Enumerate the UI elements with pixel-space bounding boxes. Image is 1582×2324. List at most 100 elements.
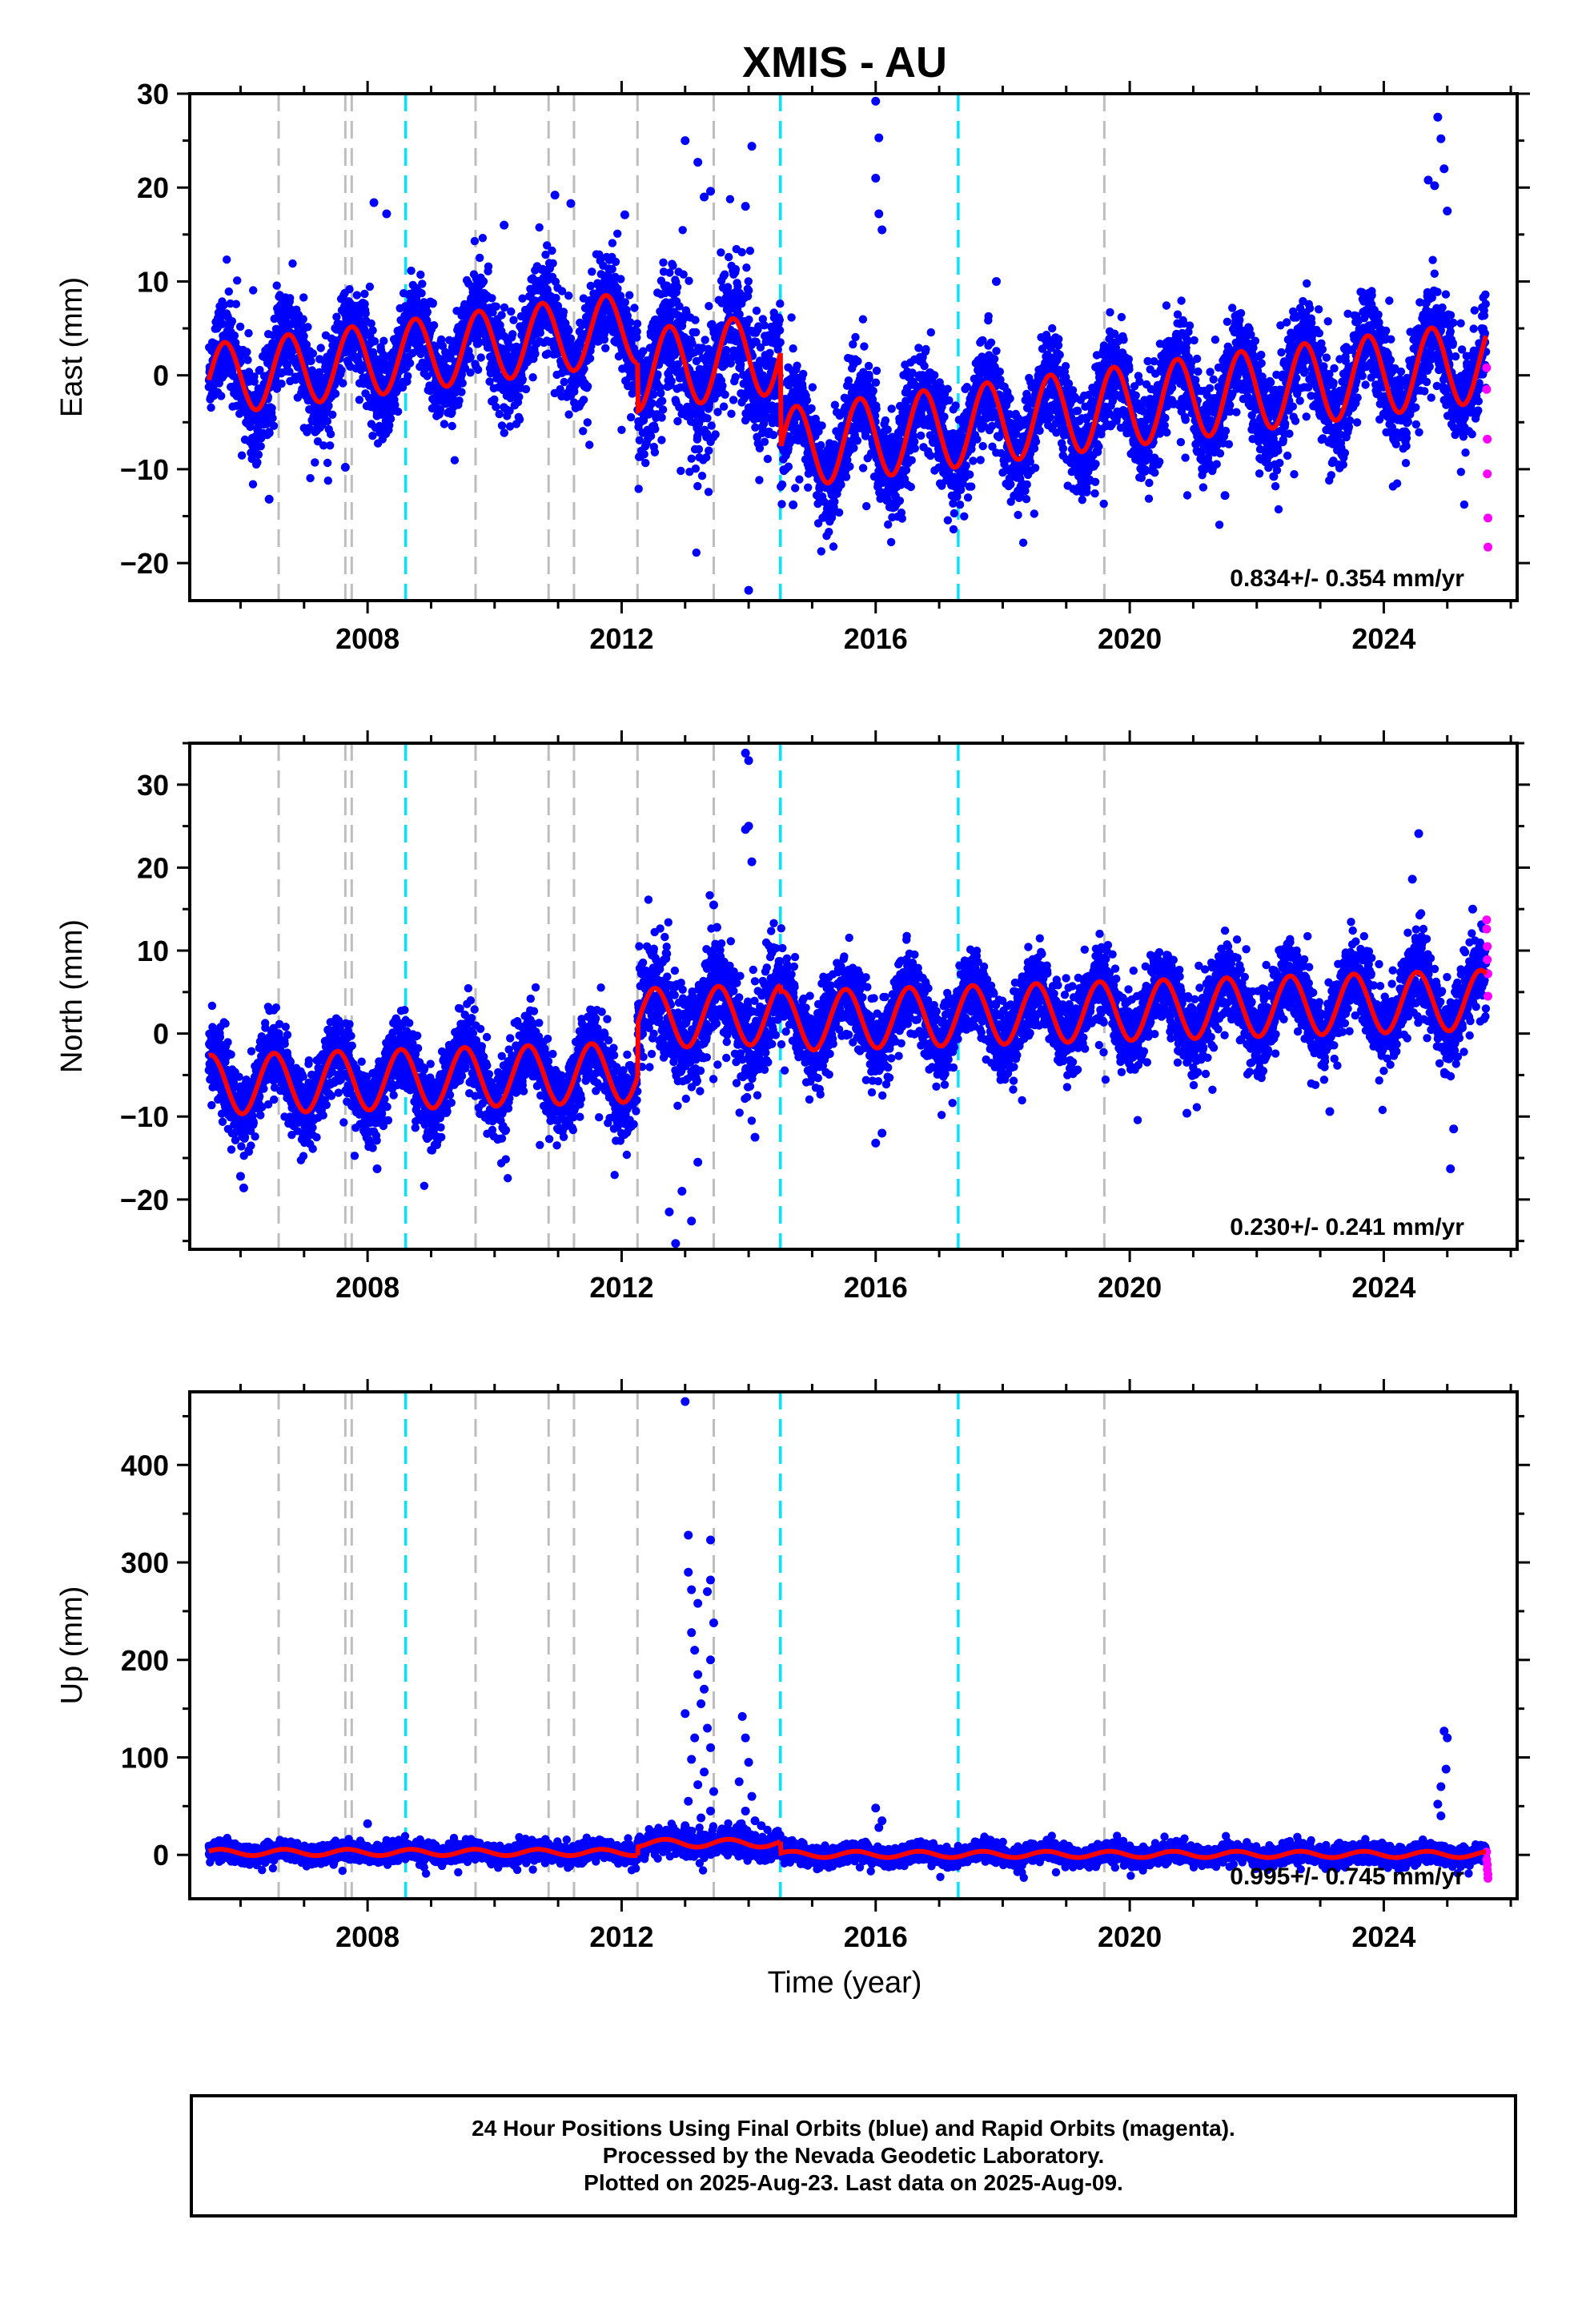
data-point	[910, 444, 920, 453]
data-point	[1035, 426, 1044, 435]
data-point	[702, 429, 712, 438]
data-point	[270, 314, 279, 324]
data-point	[457, 388, 466, 396]
data-point	[460, 300, 469, 309]
data-point	[673, 283, 682, 292]
data-point	[656, 388, 665, 398]
data-point	[515, 415, 524, 424]
data-point	[588, 267, 596, 276]
data-point	[755, 444, 765, 452]
data-point	[423, 308, 432, 316]
data-point	[416, 270, 425, 279]
data-point	[500, 428, 508, 437]
data-point	[1061, 362, 1070, 371]
data-point	[507, 307, 516, 316]
data-point	[865, 374, 873, 383]
data-point	[448, 421, 456, 431]
data-point	[793, 361, 801, 370]
data-point	[219, 320, 227, 328]
data-point	[509, 316, 518, 324]
data-point	[417, 289, 426, 298]
data-point	[978, 336, 987, 345]
data-point	[756, 343, 765, 352]
data-point	[744, 277, 753, 286]
data-point	[331, 389, 340, 398]
data-point	[556, 384, 564, 394]
data-point	[268, 413, 277, 423]
data-point	[731, 265, 741, 274]
data-point	[299, 315, 307, 324]
data-point	[895, 497, 905, 505]
data-point	[560, 377, 568, 387]
data-point	[960, 512, 969, 521]
data-point	[256, 442, 265, 451]
data-point	[559, 308, 568, 316]
data-point	[729, 396, 738, 404]
data-point	[404, 372, 412, 380]
data-point	[385, 420, 394, 430]
data-point	[817, 440, 825, 450]
data-point	[495, 409, 504, 419]
data-point	[564, 410, 573, 419]
data-point	[436, 405, 445, 414]
data-point	[370, 337, 379, 346]
data-point	[1006, 480, 1015, 489]
data-point	[579, 427, 588, 436]
data-point	[725, 252, 733, 262]
data-point	[650, 448, 660, 456]
data-point	[485, 377, 494, 386]
data-point	[231, 300, 241, 308]
data-point	[515, 392, 524, 401]
data-point	[304, 424, 314, 432]
data-point	[849, 340, 857, 349]
data-point	[705, 302, 713, 311]
data-point	[450, 456, 460, 464]
data-point	[914, 344, 923, 352]
data-point	[943, 516, 953, 525]
data-point	[962, 461, 970, 470]
data-point	[475, 338, 484, 347]
data-point	[978, 441, 987, 451]
data-point	[657, 436, 666, 444]
data-point	[663, 283, 672, 292]
data-point	[255, 365, 264, 375]
data-point	[466, 353, 475, 362]
data-point	[254, 450, 263, 459]
data-point	[617, 425, 626, 434]
data-point	[769, 431, 778, 440]
data-point	[429, 321, 439, 330]
data-point	[368, 326, 377, 335]
data-point	[945, 396, 954, 405]
data-point	[1031, 437, 1041, 446]
data-point	[518, 294, 527, 303]
data-point	[908, 368, 917, 377]
data-point	[585, 440, 594, 449]
data-point	[721, 345, 731, 355]
data-point	[967, 440, 977, 448]
data-point	[910, 437, 919, 446]
data-point	[807, 404, 816, 413]
data-point	[659, 258, 668, 267]
data-point	[541, 250, 550, 259]
data-point	[986, 338, 996, 347]
data-point	[765, 348, 774, 357]
data-point	[963, 493, 973, 502]
data-point	[930, 371, 939, 380]
data-point	[219, 300, 228, 310]
data-point	[731, 372, 740, 382]
data-point	[611, 257, 620, 267]
data-point	[623, 312, 632, 320]
data-point	[306, 473, 315, 483]
data-point	[703, 414, 712, 423]
data-point	[735, 310, 744, 319]
data-point	[705, 446, 713, 455]
data-point	[367, 319, 375, 328]
data-point	[457, 370, 466, 379]
data-point	[630, 304, 639, 312]
data-point	[324, 401, 333, 410]
data-point	[881, 416, 890, 425]
data-point	[488, 294, 496, 303]
data-point	[799, 369, 808, 379]
data-point	[345, 285, 354, 294]
